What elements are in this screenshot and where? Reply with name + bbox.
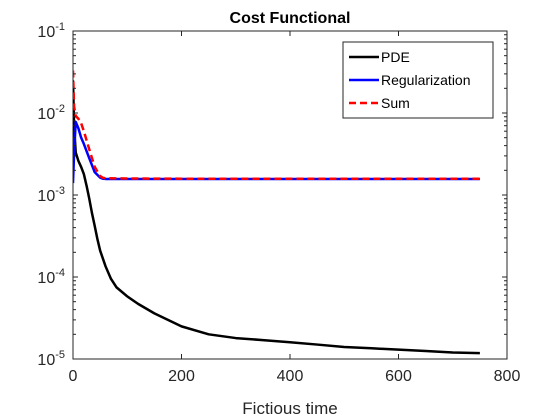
legend: PDE Regularization Sum [342, 41, 494, 119]
legend-label-pde: PDE [381, 49, 410, 65]
y-tick-label: 10-2 [37, 103, 65, 123]
x-tick-label: 600 [385, 368, 412, 385]
legend-label-regularization: Regularization [381, 72, 471, 88]
chart-title: Cost Functional [230, 10, 351, 27]
x-tick-label: 400 [277, 368, 304, 385]
x-tick-label: 800 [494, 368, 521, 385]
x-axis-label: Fictious time [242, 399, 337, 418]
y-tick-label: 10-1 [37, 21, 65, 41]
x-axis-ticks: 0 200 400 600 800 [69, 31, 521, 385]
legend-label-sum: Sum [381, 95, 410, 111]
y-tick-label: 10-3 [37, 185, 65, 205]
series-line-pde [73, 80, 480, 355]
y-tick-label: 10-5 [37, 349, 65, 369]
y-axis-ticks: 10-5 10-4 10-3 10-2 10-1 [37, 21, 507, 369]
series-line-sum [73, 70, 480, 180]
y-tick-label: 10-4 [37, 267, 65, 287]
x-tick-label: 0 [69, 368, 78, 385]
x-tick-label: 200 [168, 368, 195, 385]
